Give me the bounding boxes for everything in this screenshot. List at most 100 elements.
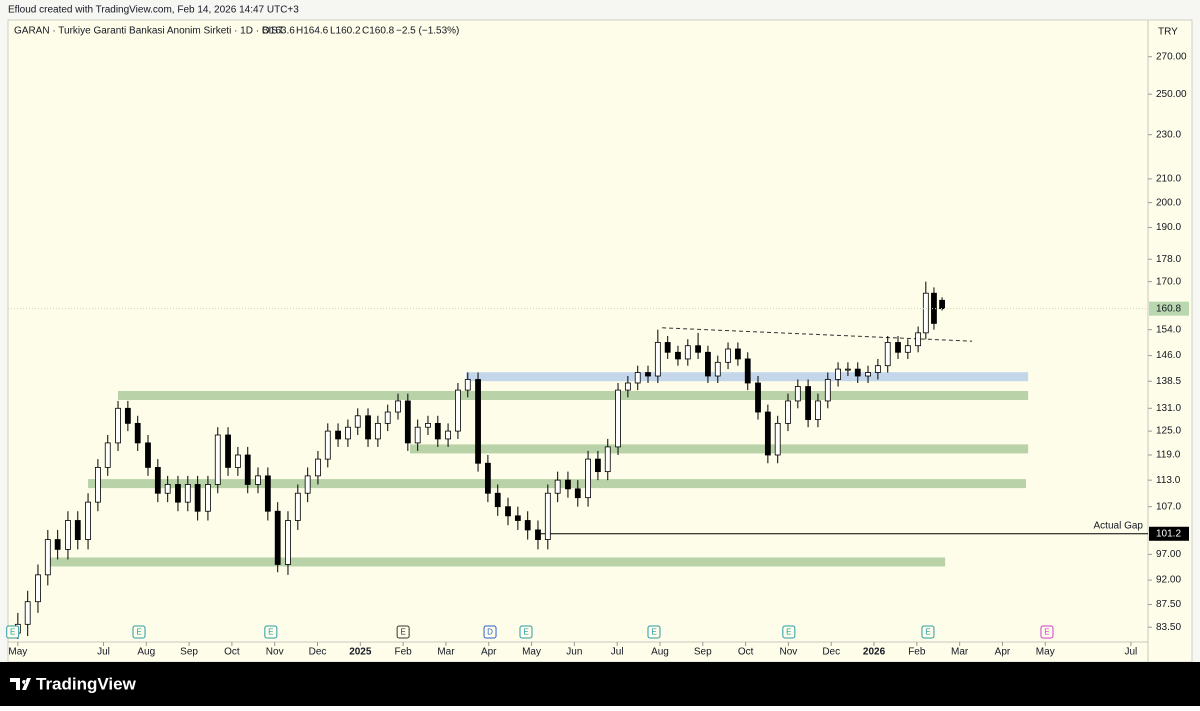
x-tick-label: Dec bbox=[822, 647, 840, 658]
candle-body bbox=[464, 379, 471, 391]
candle-body bbox=[734, 348, 741, 360]
legend-high: H164.6 bbox=[296, 26, 329, 37]
candle-body bbox=[774, 422, 781, 456]
event-label: E bbox=[1044, 628, 1049, 637]
y-tick-label: 270.00 bbox=[1156, 51, 1187, 62]
event-marker bbox=[519, 625, 533, 639]
x-tick-label: Sep bbox=[180, 647, 198, 658]
candle-body bbox=[554, 479, 561, 494]
x-tick-label: Oct bbox=[224, 647, 240, 658]
candle-body bbox=[514, 515, 521, 521]
event-label: E bbox=[10, 628, 15, 637]
y-tick-label: 178.0 bbox=[1156, 254, 1181, 265]
x-tick-label: Feb bbox=[908, 647, 926, 658]
candle-body bbox=[145, 442, 151, 468]
candle-body bbox=[695, 345, 701, 353]
candle-body bbox=[755, 382, 761, 413]
brand: TradingView bbox=[36, 674, 137, 693]
candle-body bbox=[494, 492, 501, 508]
x-tick-label: May bbox=[522, 647, 541, 658]
candle-body bbox=[345, 426, 351, 440]
candle-body bbox=[744, 358, 751, 384]
x-tick-label: Mar bbox=[951, 647, 969, 658]
candle-body bbox=[922, 292, 929, 334]
candle-body bbox=[134, 422, 141, 444]
y-tick-label: 125.0 bbox=[1156, 426, 1181, 437]
candle-body bbox=[664, 342, 671, 353]
legend-open: O163.6 bbox=[262, 26, 295, 37]
candle-body bbox=[544, 492, 551, 540]
x-tick-label: Sep bbox=[694, 647, 712, 658]
x-tick-label: May bbox=[8, 647, 27, 658]
y-tick-label: 170.0 bbox=[1156, 276, 1181, 287]
event-label: E bbox=[925, 628, 930, 637]
chart-pane bbox=[7, 19, 1193, 663]
x-tick-label: Oct bbox=[738, 647, 754, 658]
y-tick-label: 200.0 bbox=[1156, 197, 1181, 208]
event-marker bbox=[264, 625, 278, 639]
brand-logo bbox=[10, 678, 31, 690]
x-tick-label: Apr bbox=[481, 647, 497, 658]
candle-body bbox=[824, 379, 831, 402]
zone bbox=[118, 390, 1029, 400]
candle-body bbox=[154, 467, 161, 494]
candle-body bbox=[264, 475, 271, 512]
x-tick-label: Dec bbox=[309, 647, 327, 658]
candle-body bbox=[205, 484, 211, 512]
x-tick-label: Jul bbox=[611, 647, 624, 658]
legend-close: C160.8 bbox=[362, 26, 395, 37]
candle-body bbox=[815, 400, 821, 420]
candle-body bbox=[805, 386, 811, 420]
event-label: E bbox=[400, 628, 405, 637]
x-tick-label: Jul bbox=[1124, 647, 1137, 658]
candle-body bbox=[315, 458, 321, 477]
y-tick-label: 131.0 bbox=[1156, 403, 1181, 414]
candle-body bbox=[634, 372, 641, 384]
y-tick-label: 190.0 bbox=[1156, 222, 1181, 233]
x-tick-label: Nov bbox=[780, 647, 798, 658]
candle-body bbox=[684, 345, 691, 360]
candle-body bbox=[24, 601, 31, 625]
x-tick-label: Apr bbox=[995, 647, 1011, 658]
y-tick-label: 138.5 bbox=[1156, 376, 1181, 387]
candle-body bbox=[285, 520, 291, 565]
candle-body bbox=[115, 407, 121, 444]
candle-body bbox=[395, 400, 401, 413]
candle-body bbox=[225, 434, 231, 468]
y-tick-label: 107.0 bbox=[1156, 501, 1181, 512]
candle-body bbox=[124, 407, 131, 424]
x-tick-label: Mar bbox=[437, 647, 455, 658]
event-label: E bbox=[651, 628, 656, 637]
x-tick-label: May bbox=[1036, 647, 1055, 658]
candle-body bbox=[484, 462, 491, 494]
event-label: E bbox=[523, 628, 528, 637]
candle-body bbox=[705, 351, 711, 377]
candle-body bbox=[35, 574, 41, 603]
y-tick-label: 250.00 bbox=[1156, 89, 1187, 100]
x-tick-label: Aug bbox=[651, 647, 669, 658]
candle-body bbox=[335, 430, 341, 440]
candle-body bbox=[845, 368, 851, 371]
candle-body bbox=[94, 467, 101, 503]
candle-body bbox=[365, 415, 371, 440]
candle-body bbox=[425, 422, 431, 428]
event-marker bbox=[1040, 625, 1054, 639]
candle-body bbox=[604, 446, 611, 473]
candle-body bbox=[939, 299, 945, 310]
candle-body bbox=[384, 411, 391, 424]
last-price: 160.8 bbox=[1156, 303, 1181, 314]
candle-body bbox=[475, 379, 481, 464]
last-price-box bbox=[1149, 301, 1189, 316]
footer bbox=[0, 662, 1200, 706]
candle-body bbox=[714, 361, 721, 377]
candle-body bbox=[445, 430, 451, 440]
y-tick-label: 92.00 bbox=[1156, 575, 1181, 586]
event-marker bbox=[782, 625, 796, 639]
y-tick-label: 87.50 bbox=[1156, 599, 1181, 610]
candle-body bbox=[255, 475, 261, 485]
candle-body bbox=[85, 501, 91, 540]
candle-body bbox=[184, 484, 191, 503]
candle-body bbox=[65, 520, 71, 550]
